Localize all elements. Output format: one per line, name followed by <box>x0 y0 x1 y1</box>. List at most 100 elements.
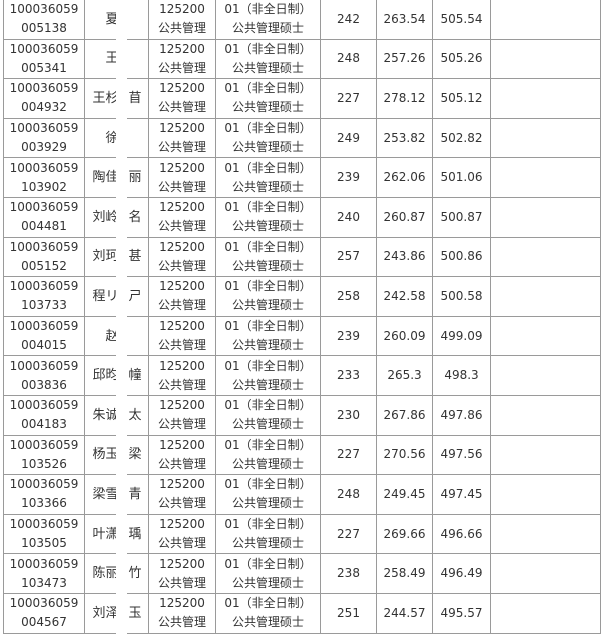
score-1: 248 <box>320 474 377 515</box>
direction-line1: 01（非全日制） <box>224 279 312 294</box>
direction: 01（非全日制） 公共管理硕士 <box>215 434 321 476</box>
score-2: 242.58 <box>376 276 433 317</box>
score-1: 227 <box>320 513 377 555</box>
major-name: 公共管理 <box>157 140 206 155</box>
name-part: 王杉 <box>92 90 119 106</box>
code: 125200 <box>159 517 205 532</box>
direction-line2: 公共管理硕士 <box>231 21 304 36</box>
direction: 01（非全日制） 公共管理硕士 <box>215 236 321 278</box>
score-1: 227 <box>320 78 377 119</box>
major-name: 公共管理 <box>157 179 206 194</box>
id-line2: 103733 <box>21 298 67 313</box>
id-line1: 100036059 <box>9 477 79 492</box>
direction-line2: 公共管理硕士 <box>231 258 304 273</box>
major-code: 125200 公共管理 <box>148 592 216 634</box>
direction-line1: 01（非全日制） <box>224 358 312 373</box>
score-1: 242 <box>320 0 377 40</box>
code: 125200 <box>159 358 205 373</box>
table-row: 100036059 005138 夏 125200 公共管理 01（非全日制） 公共管理硕士… <box>3 0 601 40</box>
id-line2: 004183 <box>21 417 67 432</box>
name-part: 刘泽 <box>92 605 119 621</box>
direction: 01（非全日制） 公共管理硕士 <box>215 315 321 357</box>
code: 125200 <box>159 160 205 175</box>
name-part: 邱昀 <box>92 368 119 384</box>
table-row: 100036059 103733 程リㄕ 125200 公共管理 01（非全日制） 公共管理… <box>3 276 601 317</box>
name-part: 徐 <box>105 130 119 146</box>
code: 125200 <box>159 81 205 96</box>
major-code: 125200 公共管理 <box>148 276 216 317</box>
id-line1: 100036059 <box>9 517 79 532</box>
name-part: 刘珂 <box>92 249 119 265</box>
table-row: 100036059 004183 朱诚太 125200 公共管理 01（非全日制） 公共管理… <box>3 394 601 436</box>
id-line2: 004015 <box>21 338 67 353</box>
direction-line1: 01（非全日制） <box>224 121 312 136</box>
major-code: 125200 公共管理 <box>148 117 216 159</box>
name-part: 丽 <box>128 170 142 186</box>
id-line2: 004481 <box>21 219 67 234</box>
direction-line2: 公共管理硕士 <box>231 140 304 155</box>
name-part: 梁 <box>128 447 142 463</box>
code: 125200 <box>159 319 205 334</box>
candidate-id: 100036059 103366 <box>3 474 85 515</box>
empty-cell <box>490 315 601 357</box>
empty-cell <box>490 0 601 40</box>
id-line1: 100036059 <box>9 81 79 96</box>
empty-cell <box>490 157 601 198</box>
name-part: ㄕ <box>128 288 142 304</box>
total-score: 505.54 <box>432 0 491 40</box>
direction: 01（非全日制） 公共管理硕士 <box>215 117 321 159</box>
candidate-id: 100036059 004567 <box>3 592 85 634</box>
name-part: 竹 <box>128 566 142 582</box>
score-2: 257.26 <box>376 38 433 80</box>
major-name: 公共管理 <box>157 338 206 353</box>
score-1: 258 <box>320 276 377 317</box>
direction: 01（非全日制） 公共管理硕士 <box>215 276 321 317</box>
empty-cell <box>490 78 601 119</box>
table-row: 100036059 103473 陈丽竹 125200 公共管理 01（非全日制） 公共管理… <box>3 553 601 594</box>
score-1: 257 <box>320 236 377 278</box>
id-line2: 003836 <box>21 377 67 392</box>
direction: 01（非全日制） 公共管理硕士 <box>215 38 321 80</box>
candidate-id: 100036059 004183 <box>3 394 85 436</box>
candidate-id: 100036059 103505 <box>3 513 85 555</box>
major-code: 125200 公共管理 <box>148 78 216 119</box>
score-2: 269.66 <box>376 513 433 555</box>
score-1: 239 <box>320 315 377 357</box>
table-row: 100036059 103505 叶潇瑀 125200 公共管理 01（非全日制） 公共管理… <box>3 513 601 555</box>
major-code: 125200 公共管理 <box>148 474 216 515</box>
candidate-id: 100036059 003836 <box>3 355 85 396</box>
total-score: 505.26 <box>432 38 491 80</box>
total-score: 496.49 <box>432 553 491 594</box>
direction-line2: 公共管理硕士 <box>231 100 304 115</box>
code: 125200 <box>159 556 205 571</box>
name-part: 刘岭 <box>92 209 119 225</box>
id-line1: 100036059 <box>9 41 79 56</box>
code: 125200 <box>159 200 205 215</box>
table-row: 100036059 004567 刘泽玉 125200 公共管理 01（非全日制） 公共管理… <box>3 592 601 634</box>
candidate-id: 100036059 005152 <box>3 236 85 278</box>
empty-cell <box>490 276 601 317</box>
admission-score-table: 100036059 005138 夏 125200 公共管理 01（非全日制） 公共管理硕士… <box>3 0 601 634</box>
candidate-id: 100036059 103473 <box>3 553 85 594</box>
candidate-id: 100036059 005138 <box>3 0 85 40</box>
direction: 01（非全日制） 公共管理硕士 <box>215 78 321 119</box>
score-1: 227 <box>320 434 377 476</box>
code: 125200 <box>159 279 205 294</box>
name-part: 苜 <box>128 90 142 106</box>
id-line2: 103473 <box>21 575 67 590</box>
name-part: 陶佳 <box>92 170 119 186</box>
id-line2: 003929 <box>21 140 67 155</box>
major-code: 125200 公共管理 <box>148 434 216 476</box>
score-2: 262.06 <box>376 157 433 198</box>
major-code: 125200 公共管理 <box>148 394 216 436</box>
direction: 01（非全日制） 公共管理硕士 <box>215 513 321 555</box>
direction-line2: 公共管理硕士 <box>231 417 304 432</box>
major-name: 公共管理 <box>157 615 206 630</box>
id-line2: 004932 <box>21 100 67 115</box>
direction: 01（非全日制） 公共管理硕士 <box>215 196 321 238</box>
table-row: 100036059 005152 刘珂甚 125200 公共管理 01（非全日制） 公共管理… <box>3 236 601 278</box>
major-name: 公共管理 <box>157 21 206 36</box>
direction-line2: 公共管理硕士 <box>231 377 304 392</box>
total-score: 500.87 <box>432 196 491 238</box>
table-row: 100036059 003929 徐 125200 公共管理 01（非全日制） 公共管理硕士… <box>3 117 601 159</box>
